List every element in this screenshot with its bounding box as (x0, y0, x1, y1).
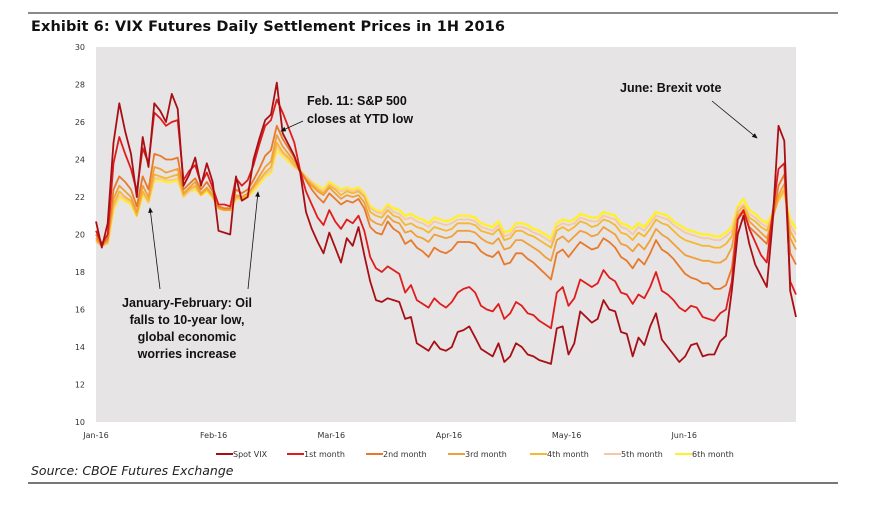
y-axis: 10 12 14 16 18 20 22 24 26 28 30 (75, 43, 85, 427)
top-rule (28, 12, 838, 14)
x-tick-label: Feb-16 (200, 431, 227, 440)
legend-label: 4th month (547, 450, 589, 459)
annotation-feb11-line2: closes at YTD low (307, 112, 413, 126)
plot-area (96, 47, 796, 422)
series-line-spot-vix (95, 81, 797, 365)
annotation-oil-line4: worries increase (137, 347, 237, 361)
x-tick-label: Jun-16 (670, 431, 697, 440)
y-tick-label: 24 (75, 156, 85, 165)
y-tick-label: 22 (75, 193, 85, 202)
y-tick-label: 14 (75, 343, 85, 352)
x-tick-label: Mar-16 (317, 431, 345, 440)
y-tick-label: 10 (75, 418, 85, 427)
chart-title: Exhibit 6: VIX Futures Daily Settlement … (31, 19, 506, 35)
annotation-brexit-text: June: Brexit vote (620, 81, 721, 95)
series-line-3rd-month (95, 134, 797, 264)
source-note: Source: CBOE Futures Exchange (31, 463, 234, 478)
legend-label: 2nd month (383, 450, 427, 459)
x-tick-label: May-16 (552, 431, 581, 440)
series-lines (95, 81, 798, 365)
y-tick-label: 30 (75, 43, 85, 52)
annotation-feb11-arrow (280, 120, 304, 132)
annotation-oil-line3: global economic (138, 330, 237, 344)
annotation-oil-arrow-right (247, 191, 260, 290)
annotation-oil: January-February: Oil falls to 10-year l… (122, 191, 260, 361)
annotation-feb11-line1: Feb. 11: S&P 500 (307, 94, 407, 108)
series-line-2nd-month (95, 124, 797, 290)
annotation-feb11: Feb. 11: S&P 500 closes at YTD low (280, 94, 413, 132)
y-tick-label: 28 (75, 81, 85, 90)
annotation-oil-arrow-left (148, 207, 161, 290)
x-tick-label: Jan-16 (82, 431, 108, 440)
annotation-oil-line1: January-February: Oil (122, 296, 252, 310)
y-tick-label: 20 (75, 231, 85, 240)
y-tick-label: 18 (75, 268, 85, 277)
legend-label: 5th month (621, 450, 663, 459)
bottom-rule (28, 482, 838, 484)
y-tick-label: 16 (75, 306, 85, 315)
x-tick-label: Apr-16 (436, 431, 462, 440)
legend-label: 1st month (304, 450, 345, 459)
annotation-oil-line2: falls to 10-year low, (130, 313, 245, 327)
legend: Spot VIX 1st month 2nd month 3rd month 4th m… (216, 450, 734, 459)
legend-label: 3rd month (465, 450, 507, 459)
annotation-brexit-arrow (711, 100, 758, 139)
legend-label: 6th month (692, 450, 734, 459)
annotation-brexit: June: Brexit vote (620, 81, 758, 139)
legend-label: Spot VIX (233, 450, 268, 459)
y-tick-label: 12 (75, 381, 85, 390)
x-axis: Jan-16 Feb-16 Mar-16 Apr-16 May-16 Jun-16 (82, 431, 697, 440)
y-tick-label: 26 (75, 118, 85, 127)
